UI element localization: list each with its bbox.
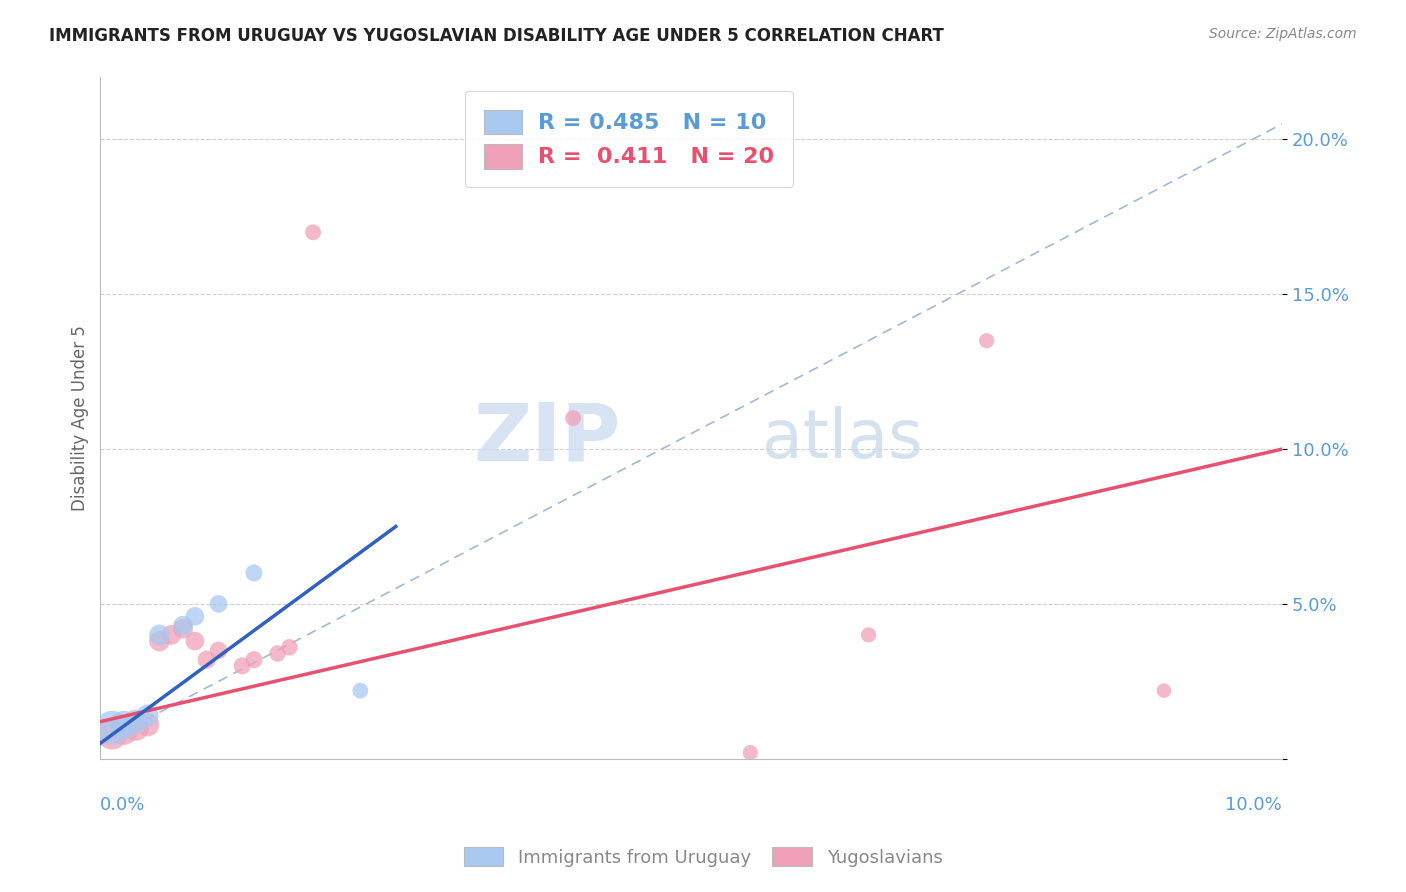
- Point: [160, 628, 183, 642]
- Legend: Immigrants from Uruguay, Yugoslavians: Immigrants from Uruguay, Yugoslavians: [457, 840, 949, 874]
- Point: [207, 643, 229, 657]
- Point: [207, 597, 229, 611]
- Point: [125, 721, 148, 735]
- Point: [136, 717, 159, 731]
- Text: IMMIGRANTS FROM URUGUAY VS YUGOSLAVIAN DISABILITY AGE UNDER 5 CORRELATION CHART: IMMIGRANTS FROM URUGUAY VS YUGOSLAVIAN D…: [49, 27, 943, 45]
- Point: [243, 566, 266, 580]
- Text: 10.0%: 10.0%: [1226, 797, 1282, 814]
- Point: [101, 727, 124, 741]
- Point: [243, 653, 266, 667]
- Point: [976, 334, 998, 348]
- Point: [148, 634, 170, 648]
- Point: [562, 411, 585, 425]
- Point: [1153, 683, 1175, 698]
- Point: [195, 653, 218, 667]
- Point: [101, 721, 124, 735]
- Text: ZIP: ZIP: [472, 400, 620, 477]
- Point: [349, 683, 371, 698]
- Point: [231, 658, 253, 673]
- Point: [858, 628, 880, 642]
- Point: [184, 609, 207, 624]
- Point: [266, 647, 288, 661]
- Text: atlas: atlas: [762, 406, 922, 472]
- Point: [172, 622, 194, 636]
- Point: [112, 717, 135, 731]
- Legend: R = 0.485   N = 10, R =  0.411   N = 20: R = 0.485 N = 10, R = 0.411 N = 20: [465, 91, 793, 187]
- Point: [148, 628, 170, 642]
- Point: [302, 225, 325, 239]
- Y-axis label: Disability Age Under 5: Disability Age Under 5: [72, 326, 89, 511]
- Point: [125, 714, 148, 729]
- Point: [278, 640, 301, 655]
- Point: [172, 618, 194, 632]
- Point: [184, 634, 207, 648]
- Point: [740, 746, 762, 760]
- Point: [136, 708, 159, 723]
- Point: [112, 723, 135, 738]
- Text: Source: ZipAtlas.com: Source: ZipAtlas.com: [1209, 27, 1357, 41]
- Text: 0.0%: 0.0%: [100, 797, 146, 814]
